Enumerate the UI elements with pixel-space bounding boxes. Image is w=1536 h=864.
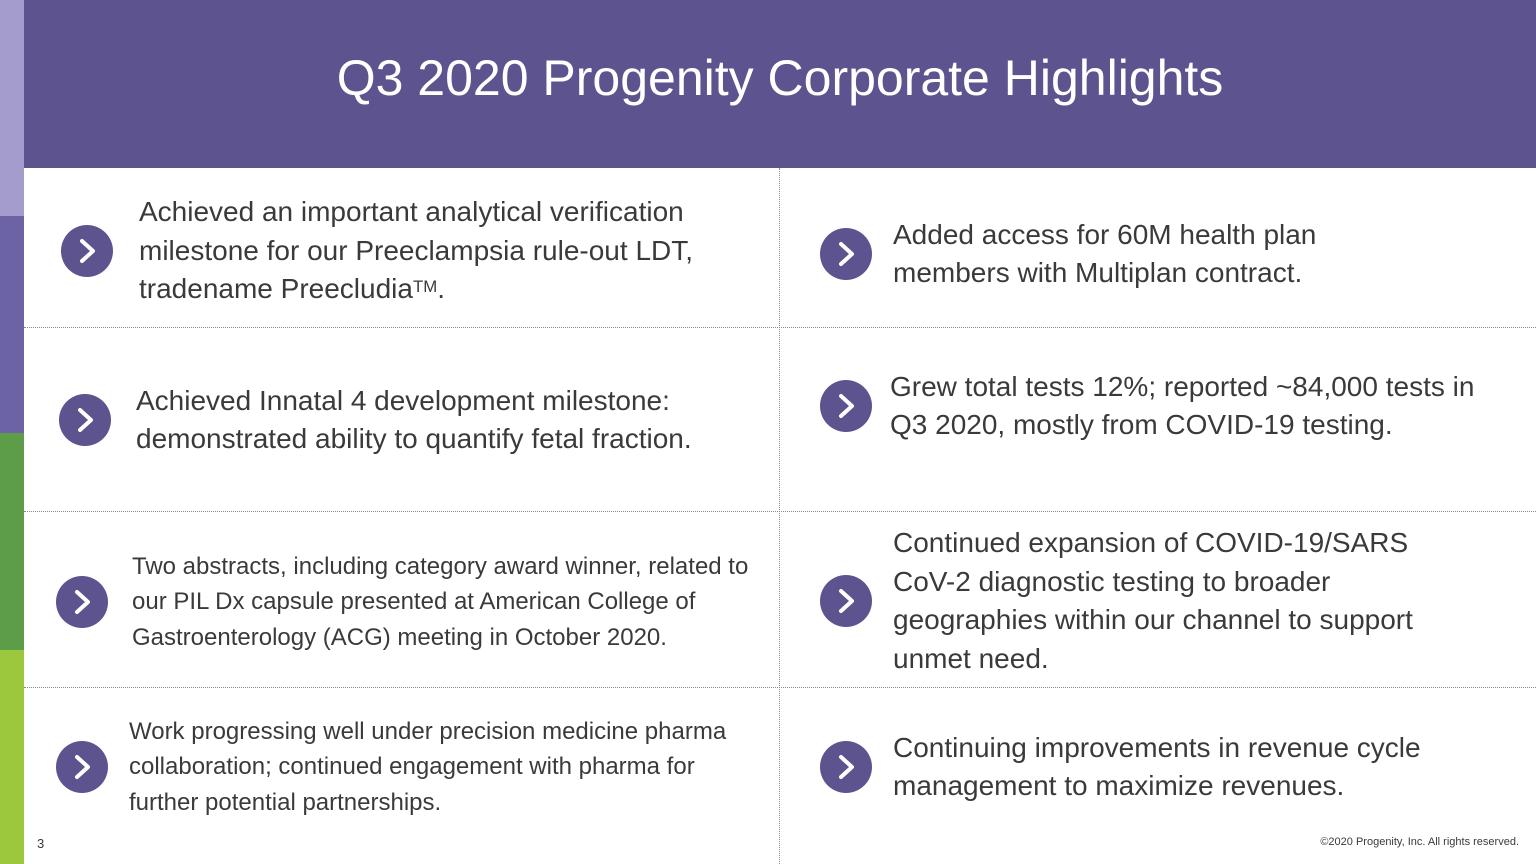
highlight-item-left-2: Achieved Innatal 4 development milestone… [59, 380, 759, 460]
highlight-text: Achieved an important analytical verific… [139, 196, 694, 305]
row-divider [24, 327, 1536, 328]
highlight-text: Achieved Innatal 4 development milestone… [136, 384, 692, 455]
chevron-right-circle-icon [56, 576, 108, 628]
chevron-right-circle-icon [56, 741, 108, 793]
copyright-notice: ©2020 Progenity, Inc. All rights reserve… [1320, 836, 1519, 848]
chevron-right-circle-icon [820, 741, 872, 793]
highlight-item-left-3: Two abstracts, including category award … [56, 531, 771, 673]
highlight-item-left-1: Achieved an important analytical verific… [61, 193, 751, 309]
highlight-text: Grew total tests 12%; reported ~84,000 t… [890, 370, 1475, 441]
row-divider [24, 511, 1536, 512]
side-accent-segment-green [0, 433, 24, 650]
side-accent-bar [0, 0, 24, 864]
side-accent-segment-lavender [0, 0, 24, 216]
chevron-right-circle-icon [59, 394, 111, 446]
header-banner: Q3 2020 Progenity Corporate Highlights [24, 0, 1536, 168]
highlight-text: Continued expansion of COVID-19/SARS CoV… [893, 527, 1413, 674]
chevron-right-circle-icon [61, 225, 113, 277]
highlight-item-right-2: Grew total tests 12%; reported ~84,000 t… [820, 366, 1520, 446]
highlight-text: Added access for 60M health plan members… [893, 218, 1317, 289]
highlight-item-right-4: Continuing improvements in revenue cycle… [820, 727, 1520, 807]
highlight-item-right-1: Added access for 60M health plan members… [820, 214, 1520, 294]
chevron-right-circle-icon [820, 575, 872, 627]
highlight-item-left-4: Work progressing well under precision me… [56, 714, 771, 820]
side-accent-segment-lime [0, 650, 24, 864]
chevron-right-circle-icon [820, 380, 872, 432]
highlight-text: Continuing improvements in revenue cycle… [893, 731, 1421, 802]
column-divider [779, 168, 780, 864]
highlight-item-right-3: Continued expansion of COVID-19/SARS CoV… [820, 523, 1520, 679]
page-number: 3 [37, 836, 45, 851]
chevron-right-circle-icon [820, 228, 872, 280]
highlight-text: Work progressing well under precision me… [129, 717, 727, 816]
highlight-text: Two abstracts, including category award … [132, 552, 749, 651]
slide-title: Q3 2020 Progenity Corporate Highlights [336, 50, 1224, 106]
trademark-superscript: TM [412, 277, 438, 297]
side-accent-segment-purple [0, 216, 24, 433]
row-divider [24, 687, 1536, 688]
